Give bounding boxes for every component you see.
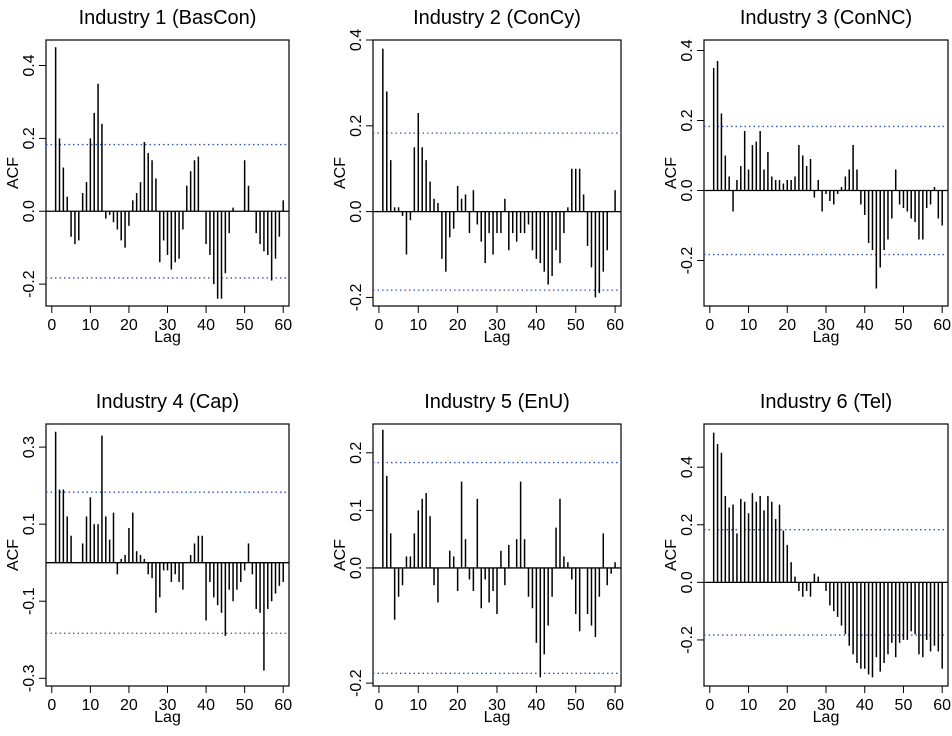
y-tick-label: 0.1 (21, 513, 38, 535)
y-tick-label: -0.2 (21, 270, 38, 298)
chart-title: Industry 5 (EnU) (424, 391, 570, 413)
x-tick-label: 30 (488, 697, 506, 714)
x-axis-label: Lag (813, 709, 840, 726)
y-axis-label: ACF (663, 539, 680, 571)
x-tick-label: 30 (817, 697, 835, 714)
y-tick-label: 0.4 (679, 456, 696, 478)
y-tick-label: 0.2 (348, 115, 365, 137)
y-axis-label: ACF (5, 539, 22, 571)
y-axis-label: ACF (663, 157, 680, 189)
y-tick-label: -0.2 (679, 626, 696, 654)
x-tick-label: 30 (817, 317, 835, 334)
y-tick-label: 0.2 (21, 127, 38, 149)
x-tick-label: 10 (740, 697, 758, 714)
y-tick-label: 0.3 (21, 436, 38, 458)
x-axis-label: Lag (484, 709, 511, 726)
x-tick-label: 60 (933, 697, 951, 714)
x-tick-label: 10 (409, 317, 427, 334)
x-tick-label: 60 (274, 317, 292, 334)
plot-frame (372, 39, 622, 307)
x-tick-label: 20 (120, 317, 138, 334)
y-axis-label: ACF (5, 157, 22, 189)
y-tick-label: -0.2 (348, 284, 365, 312)
y-tick-label: 0.2 (348, 442, 365, 464)
y-tick-label: 0.0 (348, 557, 365, 579)
x-tick-label: 60 (274, 697, 292, 714)
y-tick-label: 0.0 (679, 179, 696, 201)
y-tick-label: 0.2 (679, 109, 696, 131)
chart-panel-4: Industry 4 (Cap) 0 10 20 30 40 50 60 -0.3 -0.1 0.1… (5, 391, 292, 726)
x-tick-label: 0 (47, 317, 56, 334)
y-tick-label: 0.4 (348, 29, 365, 51)
y-tick-label: -0.3 (21, 664, 38, 692)
x-axis-label: Lag (154, 329, 181, 346)
y-tick-label: 0.4 (679, 39, 696, 61)
x-tick-label: 40 (856, 697, 874, 714)
x-tick-label: 40 (856, 317, 874, 334)
chart-panel-2: Industry 2 (ConCy) 0 10 20 30 40 50 60 -0.2 0.0 0.… (332, 7, 624, 346)
x-tick-label: 0 (705, 697, 714, 714)
x-tick-label: 0 (705, 317, 714, 334)
x-tick-label: 40 (527, 697, 545, 714)
x-tick-label: 60 (606, 317, 624, 334)
y-tick-label: 0.0 (21, 200, 38, 222)
x-tick-label: 20 (778, 697, 796, 714)
x-tick-label: 0 (374, 317, 383, 334)
y-tick-label: 0.0 (348, 200, 365, 222)
y-tick-label: -0.2 (679, 247, 696, 275)
x-tick-label: 30 (159, 697, 177, 714)
y-tick-label: 0.1 (348, 499, 365, 521)
x-axis-label: Lag (484, 329, 511, 346)
chart-title: Industry 6 (Tel) (760, 391, 892, 413)
x-tick-label: 40 (527, 317, 545, 334)
x-tick-label: 60 (606, 697, 624, 714)
chart-panel-6: Industry 6 (Tel) 0 10 20 30 40 50 60 -0.2 0.0 0.2 0… (663, 391, 951, 726)
chart-panel-5: Industry 5 (EnU) 0 10 20 30 40 50 60 -0.2 0.0 0.1 0… (332, 391, 624, 726)
chart-title: Industry 2 (ConCy) (413, 7, 581, 29)
x-tick-label: 0 (47, 697, 56, 714)
y-tick-label: 0.4 (21, 54, 38, 76)
x-tick-label: 50 (236, 317, 254, 334)
x-tick-label: 50 (567, 697, 585, 714)
x-tick-label: 20 (449, 317, 467, 334)
x-tick-label: 20 (120, 697, 138, 714)
y-tick-label: -0.1 (21, 587, 38, 615)
x-tick-label: 10 (81, 697, 99, 714)
y-axis-label: ACF (332, 539, 349, 571)
chart-title: Industry 1 (BasCon) (79, 7, 257, 29)
plot-frame (372, 423, 622, 687)
x-tick-label: 20 (449, 697, 467, 714)
x-tick-label: 60 (933, 317, 951, 334)
x-tick-label: 10 (81, 317, 99, 334)
x-axis-label: Lag (154, 709, 181, 726)
x-tick-label: 50 (567, 317, 585, 334)
x-axis-label: Lag (813, 329, 840, 346)
x-tick-label: 50 (895, 697, 913, 714)
y-tick-label: 0.0 (679, 571, 696, 593)
x-tick-label: 20 (778, 317, 796, 334)
x-tick-label: 50 (236, 697, 254, 714)
x-tick-label: 30 (159, 317, 177, 334)
chart-panel-1: Industry 1 (BasCon) 0 10 20 30 40 50 60 -0.2 0.0 0… (5, 7, 292, 346)
y-tick-label: 0.2 (679, 514, 696, 536)
x-tick-label: 40 (197, 317, 215, 334)
plot-frame (45, 39, 290, 307)
x-tick-label: 30 (488, 317, 506, 334)
x-tick-label: 10 (740, 317, 758, 334)
y-axis-label: ACF (332, 157, 349, 189)
x-tick-label: 40 (197, 697, 215, 714)
x-tick-label: 50 (895, 317, 913, 334)
chart-title: Industry 4 (Cap) (96, 391, 239, 413)
y-tick-label: -0.2 (348, 669, 365, 697)
chart-title: Industry 3 (ConNC) (740, 7, 912, 29)
chart-panel-3: Industry 3 (ConNC) 0 10 20 30 40 50 60 -0.2 0.0 0.… (663, 7, 951, 346)
x-tick-label: 10 (409, 697, 427, 714)
x-tick-label: 0 (374, 697, 383, 714)
